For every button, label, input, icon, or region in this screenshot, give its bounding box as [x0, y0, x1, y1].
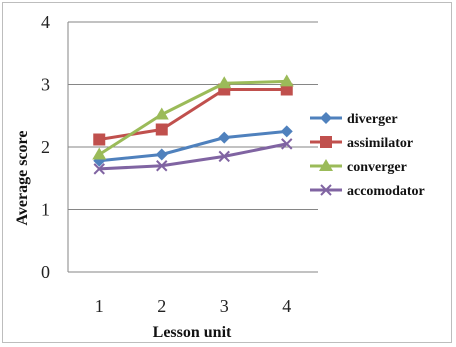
legend-marker: [320, 112, 332, 124]
series-lines: [92, 74, 294, 175]
data-point-diverger: [280, 125, 293, 138]
data-point-accomodator: [218, 150, 230, 163]
legend-label: converger: [347, 160, 407, 175]
x-tick-label: 2: [157, 296, 166, 316]
x-tick-label: 4: [282, 296, 291, 316]
y-axis-title: Average score: [14, 131, 31, 226]
series-diverger: [93, 125, 293, 167]
legend: diverger assimilator converger accomodator: [310, 112, 425, 199]
legend-marker: [320, 184, 332, 196]
series-line-accomodator: [99, 142, 288, 171]
legend-label: assimilator: [347, 136, 413, 151]
chart-frame: [2, 2, 452, 343]
data-point-converger: [154, 107, 169, 120]
data-point-accomodator: [281, 138, 293, 150]
x-tick-labels: 1 2 3 4: [95, 296, 292, 316]
data-point-assimilator: [155, 123, 168, 136]
y-tick-label: 1: [41, 200, 50, 220]
legend-label: diverger: [347, 112, 398, 127]
y-tick-label: 2: [41, 137, 50, 157]
legend-item-converger: converger: [310, 159, 407, 175]
y-tick-label: 4: [41, 12, 50, 32]
legend-marker: [320, 136, 332, 148]
data-point-diverger: [155, 148, 168, 161]
legend-item-diverger: diverger: [310, 112, 398, 127]
series-line-assimilator: [99, 88, 287, 141]
data-point-accomodator: [93, 163, 105, 175]
series-line-converger: [98, 79, 287, 156]
x-axis-title: Lesson unit: [153, 324, 232, 341]
y-tick-labels: 0 1 2 3 4: [41, 12, 50, 282]
series-converger: [92, 74, 294, 160]
x-tick-label: 3: [220, 296, 229, 316]
y-tick-label: 3: [41, 75, 50, 95]
series-line-diverger: [99, 129, 287, 163]
legend-marker: [319, 159, 333, 171]
legend-item-assimilator: assimilator: [310, 136, 413, 151]
x-tick-label: 1: [95, 296, 104, 316]
y-tick-label: 0: [41, 262, 50, 282]
data-point-diverger: [218, 131, 231, 144]
series-accomodator: [93, 138, 293, 175]
series-assimilator: [93, 83, 293, 146]
data-point-assimilator: [280, 83, 293, 96]
data-point-converger: [92, 147, 107, 160]
legend-item-accomodator: accomodator: [310, 184, 425, 199]
legend-label: accomodator: [347, 184, 425, 199]
data-point-assimilator: [93, 133, 106, 146]
data-point-converger: [279, 74, 294, 87]
data-point-converger: [217, 76, 232, 89]
data-point-accomodator: [156, 160, 168, 172]
